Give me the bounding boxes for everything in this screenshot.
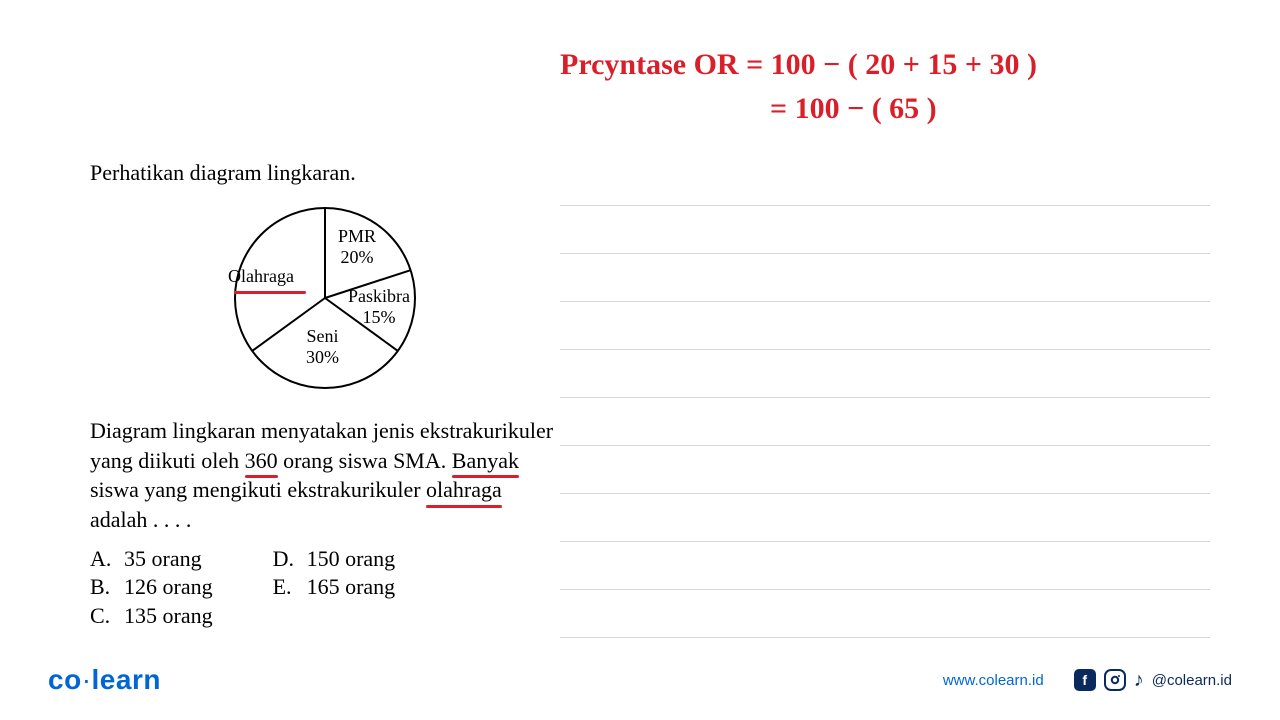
- social-icons: f ♪ @colearn.id: [1074, 669, 1232, 691]
- ruled-line: [560, 301, 1210, 302]
- option-a: A.35 orang: [90, 545, 213, 574]
- pie-slice-label: Paskibra15%: [348, 286, 410, 327]
- ruled-line: [560, 253, 1210, 254]
- social-handle: @colearn.id: [1152, 672, 1232, 689]
- website-link[interactable]: www.colearn.id: [943, 672, 1044, 689]
- handwriting-line-1: Prcyntase OR = 100 − ( 20 + 15 + 30 ): [560, 48, 1037, 82]
- option-c: C.135 orang: [90, 602, 213, 631]
- olahraga-underline: [234, 291, 306, 294]
- option-e: E.165 orang: [273, 573, 396, 602]
- handwriting-line-2: = 100 − ( 65 ): [770, 92, 937, 126]
- question-panel: Perhatikan diagram lingkaran. PMR20% Pask…: [90, 30, 560, 631]
- q-highlight-olahraga: olahraga: [426, 475, 502, 505]
- ruled-line: [560, 205, 1210, 206]
- ruled-line: [560, 589, 1210, 590]
- pie-slice-label: Olahraga: [228, 266, 294, 287]
- q-text: adalah . . . .: [90, 507, 191, 532]
- q-highlight-360: 360: [245, 446, 278, 476]
- q-text: orang siswa SMA.: [278, 448, 452, 473]
- ruled-line: [560, 637, 1210, 638]
- answer-options: A.35 orang B.126 orang C.135 orang D.150…: [90, 545, 560, 631]
- pie-slice-label: Seni30%: [306, 326, 339, 367]
- q-highlight-banyak: Banyak: [452, 446, 519, 476]
- ruled-line: [560, 349, 1210, 350]
- option-d: D.150 orang: [273, 545, 396, 574]
- q-text: siswa yang mengikuti ekstrakurikuler: [90, 477, 426, 502]
- ruled-line: [560, 541, 1210, 542]
- brand-logo: co·learn: [48, 664, 161, 696]
- instagram-icon[interactable]: [1104, 669, 1126, 691]
- ruled-line: [560, 445, 1210, 446]
- ruled-line: [560, 493, 1210, 494]
- pie-chart: PMR20% Paskibra15% Seni30% Olahraga: [210, 198, 440, 398]
- pie-slice-label: PMR20%: [338, 226, 376, 267]
- question-prompt: Perhatikan diagram lingkaran.: [90, 160, 560, 186]
- tiktok-icon[interactable]: ♪: [1134, 669, 1144, 691]
- workings-panel: Prcyntase OR = 100 − ( 20 + 15 + 30 ) = …: [560, 30, 1240, 631]
- question-body: Diagram lingkaran menyatakan jenis ekstr…: [90, 416, 560, 535]
- option-b: B.126 orang: [90, 573, 213, 602]
- ruled-line: [560, 397, 1210, 398]
- facebook-icon[interactable]: f: [1074, 669, 1096, 691]
- footer: co·learn www.colearn.id f ♪ @colearn.id: [0, 664, 1280, 696]
